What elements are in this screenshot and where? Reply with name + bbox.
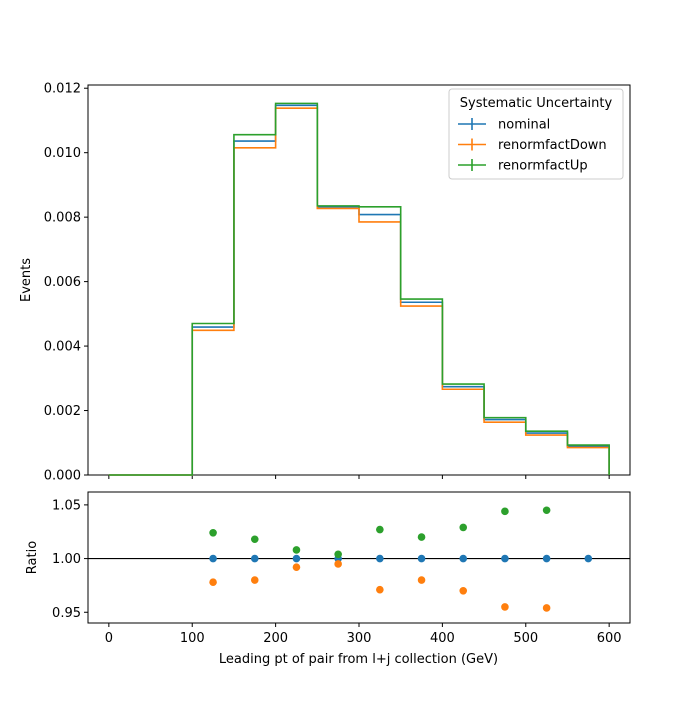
ratio-point-renormfactUp — [209, 529, 217, 537]
ratio-point-renormfactDown — [209, 578, 217, 586]
main-panel: 0.000 0.002 0.004 0.006 0.008 0.010 0.012 Event… — [19, 82, 631, 484]
ratio-point-renormfactDown — [501, 603, 509, 611]
ratio-point-nominal — [584, 554, 593, 563]
ratio-point-renormfactUp — [459, 523, 468, 532]
main-y-axis-label: Events — [19, 258, 34, 302]
ratio-point-nominal — [376, 554, 384, 563]
ratio-y-axis-label: Ratio — [25, 541, 40, 574]
ratio-point-renormfactDown — [542, 604, 551, 612]
ratio-x-tick-label: 100 — [180, 631, 205, 646]
legend: Systematic Uncertainty nominal renormfactD… — [448, 88, 624, 180]
main-y-tick-label: 0.004 — [44, 340, 81, 355]
ratio-point-renormfactUp — [292, 546, 301, 554]
ratio-y-tick-label: 1.05 — [52, 498, 81, 513]
main-y-tick-label: 0.000 — [44, 469, 81, 484]
histogram-series-renormfactUp — [108, 102, 610, 476]
ratio-point-renormfactUp — [250, 535, 259, 544]
ratio-point-nominal — [501, 554, 509, 563]
ratio-x-tick-label: 400 — [430, 631, 455, 646]
ratio-point-renormfactUp — [334, 550, 342, 559]
ratio-y-tick-label: 1.00 — [52, 552, 81, 567]
ratio-point-renormfactUp — [417, 533, 426, 541]
x-axis-label: Leading pt of pair from l+j collection (… — [219, 652, 498, 667]
ratio-point-renormfactDown — [376, 585, 384, 594]
legend-label-nominal: nominal — [498, 118, 550, 133]
ratio-point-nominal — [542, 554, 551, 563]
legend-label-renormfactUp: renormfactUp — [498, 159, 588, 174]
histogram-series-renormfactDown — [108, 107, 610, 476]
ratio-panel: 0.95 1.00 1.05 0 100 200 300 400 500 600 Ratio Lead… — [25, 491, 631, 667]
ratio-point-renormfactUp — [501, 507, 509, 516]
ratio-x-tick-label: 500 — [513, 631, 538, 646]
main-y-tick-label: 0.010 — [44, 146, 81, 161]
ratio-y-tick-label: 0.95 — [52, 606, 81, 621]
ratio-point-renormfactDown — [417, 576, 426, 584]
ratio-point-renormfactDown — [459, 586, 468, 595]
main-y-tick-label: 0.012 — [44, 82, 81, 97]
ratio-point-nominal — [209, 554, 217, 563]
main-y-tick-label: 0.002 — [44, 404, 81, 419]
ratio-point-renormfactDown — [292, 563, 301, 571]
ratio-point-nominal — [417, 554, 426, 563]
histogram-series-nominal — [108, 104, 610, 476]
ratio-point-nominal — [250, 554, 259, 563]
ratio-point-nominal — [459, 554, 468, 563]
ratio-point-renormfactUp — [376, 525, 384, 534]
ratio-x-tick-label: 300 — [347, 631, 372, 646]
legend-box — [448, 88, 624, 180]
ratio-point-renormfactUp — [542, 506, 551, 515]
main-y-tick-label: 0.008 — [44, 211, 81, 226]
ratio-x-tick-label: 200 — [263, 631, 288, 646]
main-y-tick-label: 0.006 — [44, 275, 81, 290]
legend-label-renormfactDown: renormfactDown — [498, 138, 607, 153]
ratio-x-tick-label: 600 — [597, 631, 622, 646]
legend-title: Systematic Uncertainty — [460, 96, 613, 111]
ratio-point-renormfactDown — [334, 560, 342, 568]
ratio-x-tick-label: 0 — [105, 631, 113, 646]
ratio-point-nominal — [292, 554, 301, 563]
ratio-point-renormfactDown — [250, 576, 259, 584]
